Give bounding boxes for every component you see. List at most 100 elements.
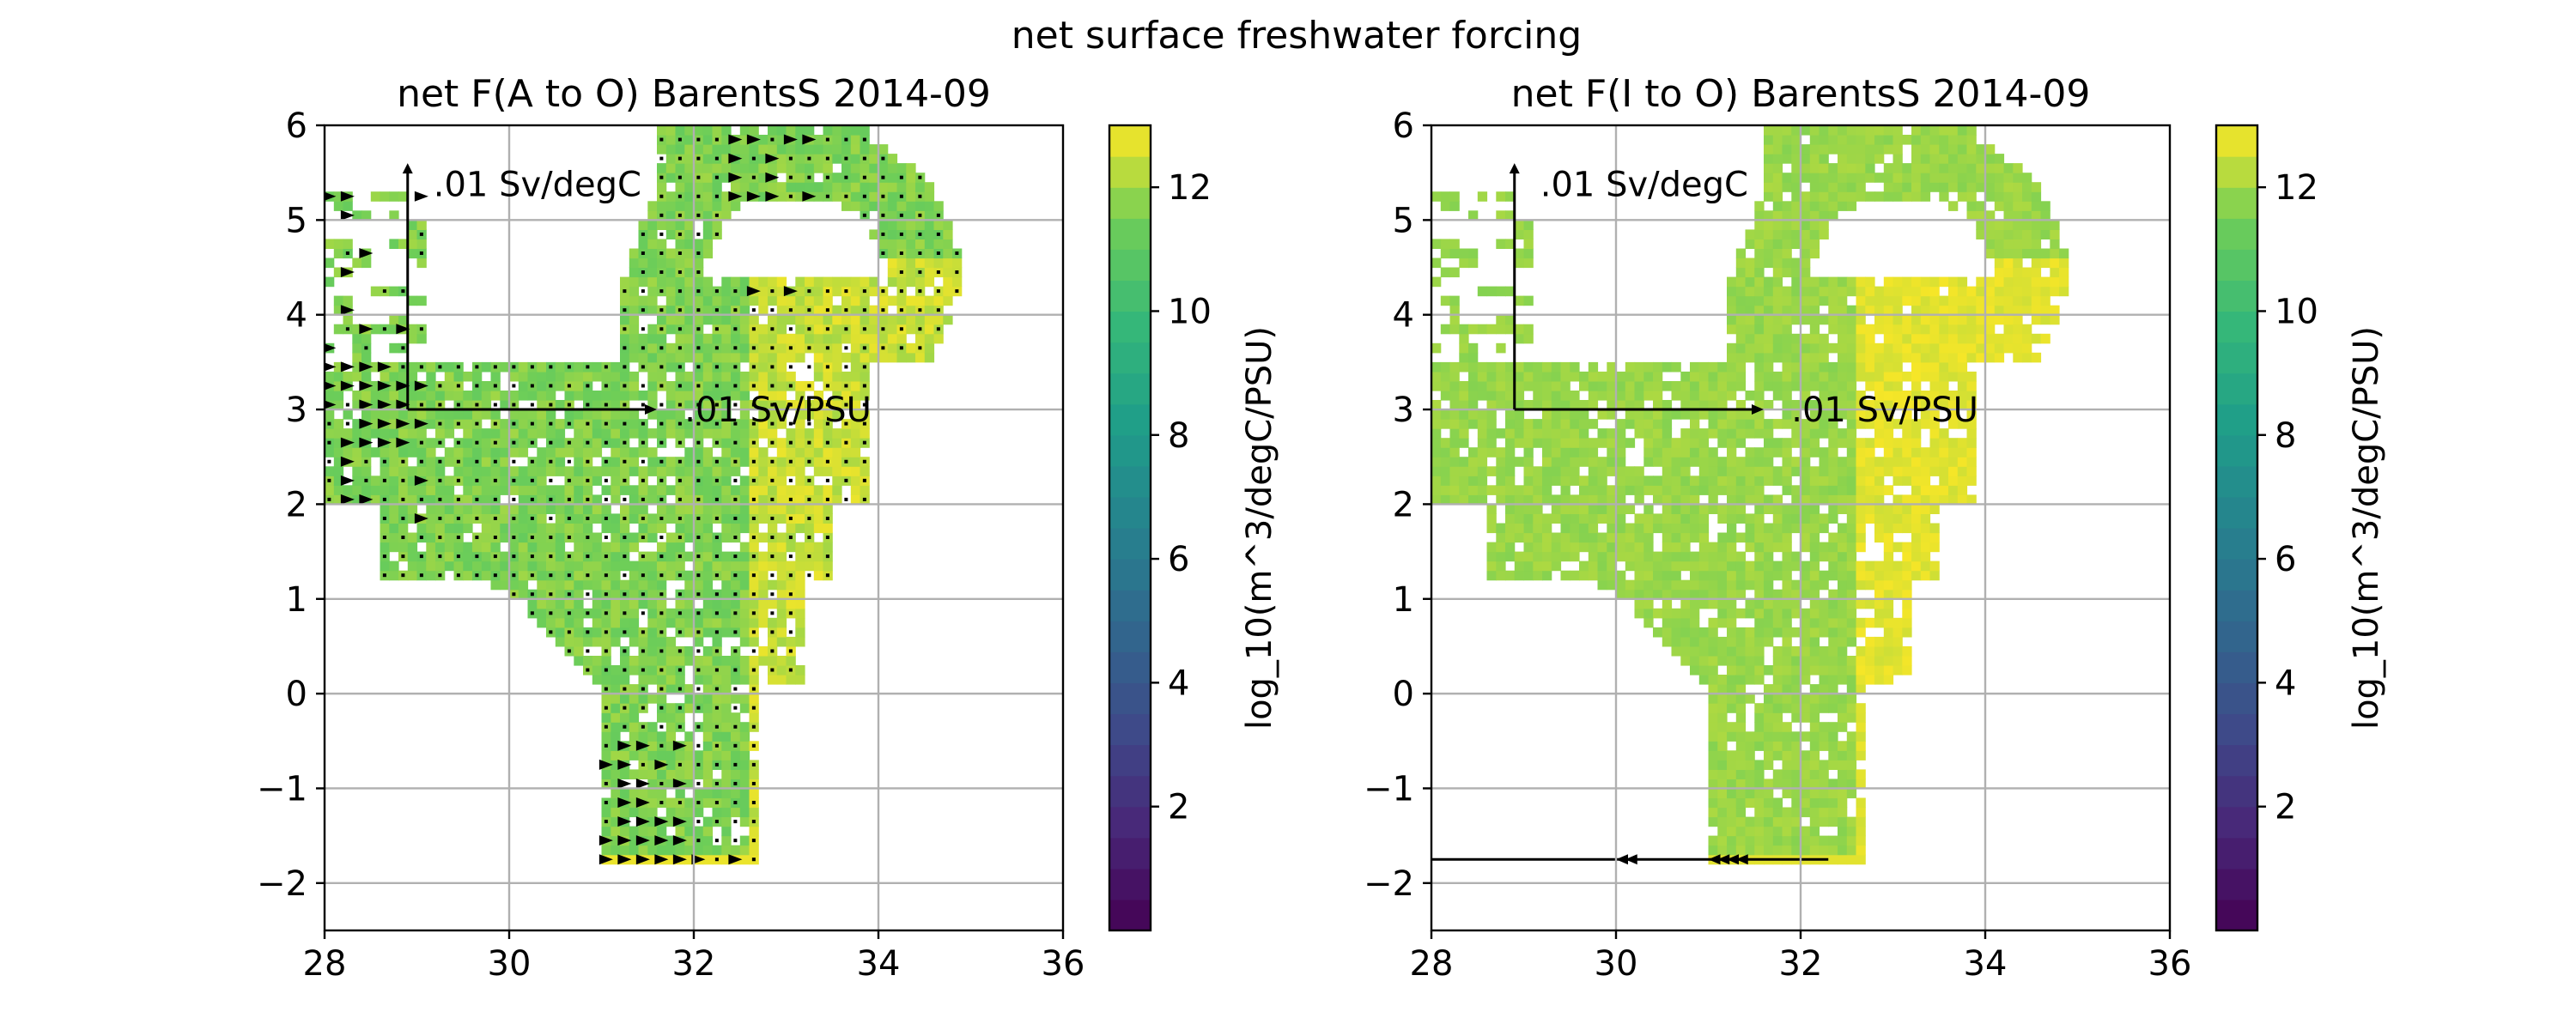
heatmap-cell xyxy=(1560,523,1571,534)
heatmap-cell xyxy=(1560,381,1571,391)
heatmap-cell xyxy=(786,447,796,457)
heatmap-cell xyxy=(805,560,815,572)
heatmap-cell xyxy=(426,371,436,382)
heatmap-cell xyxy=(389,523,399,534)
heatmap-cell xyxy=(749,845,759,856)
heatmap-cell xyxy=(481,523,492,534)
heatmap-cell xyxy=(426,551,436,562)
heatmap-cell xyxy=(1838,201,1848,211)
heatmap-cell xyxy=(1764,665,1774,676)
heatmap-cell xyxy=(1533,371,1543,382)
heatmap-cell xyxy=(1449,485,1460,495)
quiver-dot xyxy=(641,251,645,255)
heatmap-cell xyxy=(592,656,603,666)
heatmap-cell xyxy=(370,286,381,297)
heatmap-cell xyxy=(1653,551,1663,562)
heatmap-cell xyxy=(1625,409,1636,420)
heatmap-cell xyxy=(555,438,566,448)
heatmap-cell xyxy=(1754,712,1765,723)
heatmap-cell xyxy=(1579,513,1589,524)
heatmap-cell xyxy=(1616,589,1626,600)
heatmap-cell xyxy=(768,391,778,401)
heatmap-cell xyxy=(1505,551,1516,562)
heatmap-cell xyxy=(1671,523,1681,534)
heatmap-cell xyxy=(813,324,824,335)
quiver-dot xyxy=(641,478,645,482)
heatmap-cell xyxy=(1772,419,1783,429)
heatmap-cell xyxy=(684,220,695,230)
heatmap-cell xyxy=(924,220,935,230)
heatmap-cell xyxy=(813,438,824,448)
heatmap-cell xyxy=(1735,286,1747,297)
heatmap-cell xyxy=(1754,504,1765,514)
heatmap-cell xyxy=(665,797,677,809)
heatmap-cell xyxy=(1505,523,1516,534)
heatmap-cell xyxy=(712,656,722,666)
heatmap-cell xyxy=(684,371,695,382)
heatmap-cell xyxy=(906,163,916,173)
heatmap-cell xyxy=(1449,314,1460,325)
heatmap-cell xyxy=(1828,381,1838,391)
heatmap-cell xyxy=(611,579,621,591)
heatmap-cell xyxy=(1764,191,1774,202)
heatmap-cell xyxy=(1846,560,1857,572)
heatmap-cell xyxy=(721,371,732,382)
heatmap-cell xyxy=(887,258,898,269)
heatmap-cell xyxy=(555,579,566,591)
quiver-dot xyxy=(401,554,405,559)
heatmap-cell xyxy=(739,276,750,288)
quiver-dot xyxy=(733,743,738,748)
heatmap-cell xyxy=(1505,447,1516,457)
heatmap-cell xyxy=(647,305,658,316)
heatmap-cell xyxy=(1764,154,1774,164)
heatmap-cell xyxy=(805,163,815,173)
heatmap-cell xyxy=(325,428,335,439)
quiver-dot xyxy=(493,403,497,407)
heatmap-cell xyxy=(1782,845,1792,856)
quiver-dot xyxy=(567,365,571,369)
heatmap-cell xyxy=(611,494,621,505)
heatmap-cell xyxy=(1523,371,1534,382)
heatmap-cell xyxy=(1625,504,1636,514)
heatmap-cell xyxy=(1597,551,1607,562)
heatmap-cell xyxy=(333,305,344,316)
quiver-dot xyxy=(456,384,460,388)
heatmap-cell xyxy=(1809,589,1820,600)
quiver-dot xyxy=(456,536,460,540)
heatmap-cell xyxy=(896,163,907,173)
quiver-dot xyxy=(641,497,645,501)
quiver-dot xyxy=(549,573,553,578)
quiver-dot xyxy=(696,440,701,445)
heatmap-cell xyxy=(638,826,648,837)
heatmap-cell xyxy=(739,494,750,505)
heatmap-cell xyxy=(675,750,685,760)
heatmap-cell xyxy=(721,703,732,713)
quiver-dot xyxy=(899,232,903,236)
heatmap-cell xyxy=(758,457,769,467)
heatmap-cell xyxy=(1607,579,1617,591)
heatmap-cell xyxy=(776,551,787,562)
heatmap-cell xyxy=(1625,485,1636,495)
heatmap-cell xyxy=(1801,400,1811,410)
quiver-dot xyxy=(751,175,756,179)
x-tick-label: 34 xyxy=(857,944,901,984)
heatmap-cell xyxy=(555,457,566,467)
heatmap-cell xyxy=(1764,163,1774,173)
heatmap-cell xyxy=(1865,570,1875,581)
heatmap-cell xyxy=(768,371,778,382)
heatmap-cell xyxy=(712,352,722,363)
quiver-dot xyxy=(844,384,848,388)
heatmap-cell xyxy=(795,286,805,297)
heatmap-cell xyxy=(850,276,861,288)
quiver-dot xyxy=(604,724,608,729)
heatmap-cell xyxy=(1838,409,1848,420)
heatmap-cell xyxy=(527,504,538,514)
heatmap-cell xyxy=(896,333,907,344)
heatmap-cell xyxy=(1791,305,1801,316)
quiver-dot xyxy=(751,403,756,407)
heatmap-cell xyxy=(1791,797,1801,809)
heatmap-cell xyxy=(1727,532,1737,543)
heatmap-cell xyxy=(1625,381,1636,391)
heatmap-cell xyxy=(574,466,584,476)
